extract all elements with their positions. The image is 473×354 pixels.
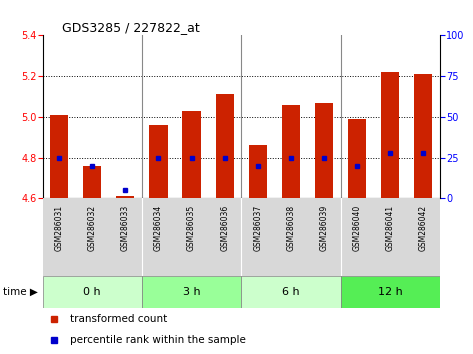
Bar	[249, 145, 267, 198]
Text: 6 h: 6 h	[282, 287, 300, 297]
Text: GSM286034: GSM286034	[154, 205, 163, 251]
Bar	[348, 119, 366, 198]
Text: GSM286041: GSM286041	[385, 205, 395, 251]
Bar	[183, 111, 201, 198]
Text: GSM286033: GSM286033	[121, 205, 130, 251]
Bar	[149, 125, 167, 198]
Text: GSM286032: GSM286032	[88, 205, 97, 251]
Text: GSM286036: GSM286036	[220, 205, 229, 251]
Text: GSM286037: GSM286037	[253, 205, 263, 251]
Bar	[142, 276, 241, 308]
Text: GSM286040: GSM286040	[352, 205, 362, 251]
Bar	[414, 74, 432, 198]
Text: GSM286042: GSM286042	[419, 205, 428, 251]
Bar	[381, 72, 399, 198]
Bar	[50, 115, 68, 198]
Text: percentile rank within the sample: percentile rank within the sample	[70, 335, 246, 345]
Bar	[216, 95, 234, 198]
Bar	[315, 103, 333, 198]
Text: transformed count: transformed count	[70, 314, 167, 324]
Text: GDS3285 / 227822_at: GDS3285 / 227822_at	[62, 21, 200, 34]
Text: GSM286031: GSM286031	[54, 205, 64, 251]
Bar	[83, 166, 101, 198]
Text: 3 h: 3 h	[183, 287, 201, 297]
Text: GSM286035: GSM286035	[187, 205, 196, 251]
Text: 0 h: 0 h	[83, 287, 101, 297]
Bar	[282, 105, 300, 198]
Bar	[241, 276, 341, 308]
Text: GSM286039: GSM286039	[319, 205, 329, 251]
Text: GSM286038: GSM286038	[286, 205, 296, 251]
Text: 12 h: 12 h	[378, 287, 403, 297]
Bar	[341, 276, 440, 308]
Text: time ▶: time ▶	[3, 287, 38, 297]
Bar	[43, 276, 142, 308]
Bar	[116, 196, 134, 198]
